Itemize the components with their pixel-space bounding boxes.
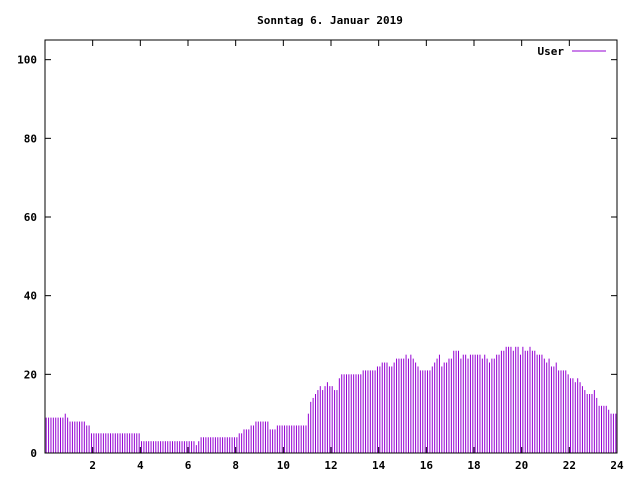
plot-frame [44, 39, 618, 454]
x-tick-label: 16 [420, 459, 434, 472]
x-tick-label: 20 [515, 459, 528, 472]
x-tick-label: 14 [372, 459, 386, 472]
x-tick-label: 8 [232, 459, 239, 472]
y-axis: 0 20 40 60 80 100 [17, 54, 617, 460]
y-tick-label: 0 [30, 447, 37, 460]
y-tick-label: 20 [24, 368, 37, 381]
chart-title: Sonntag 6. Januar 2019 [257, 14, 403, 27]
y-tick-label: 40 [24, 290, 37, 303]
x-tick-label: 4 [137, 459, 144, 472]
x-tick-label: 22 [563, 459, 576, 472]
y-tick-label: 80 [24, 132, 37, 145]
x-axis: 2 4 6 8 10 12 14 16 18 20 22 24 [89, 40, 624, 472]
legend-label-user: User [538, 45, 565, 58]
x-tick-label: 6 [185, 459, 192, 472]
x-tick-label: 10 [277, 459, 290, 472]
y-tick-label: 100 [17, 54, 37, 67]
x-tick-label: 24 [610, 459, 624, 472]
x-tick-label: 18 [467, 459, 480, 472]
y-tick-label: 60 [24, 211, 37, 224]
x-tick-label: 2 [89, 459, 96, 472]
bar-series-user [45, 346, 617, 453]
x-tick-label: 12 [324, 459, 337, 472]
legend: User [538, 45, 606, 58]
